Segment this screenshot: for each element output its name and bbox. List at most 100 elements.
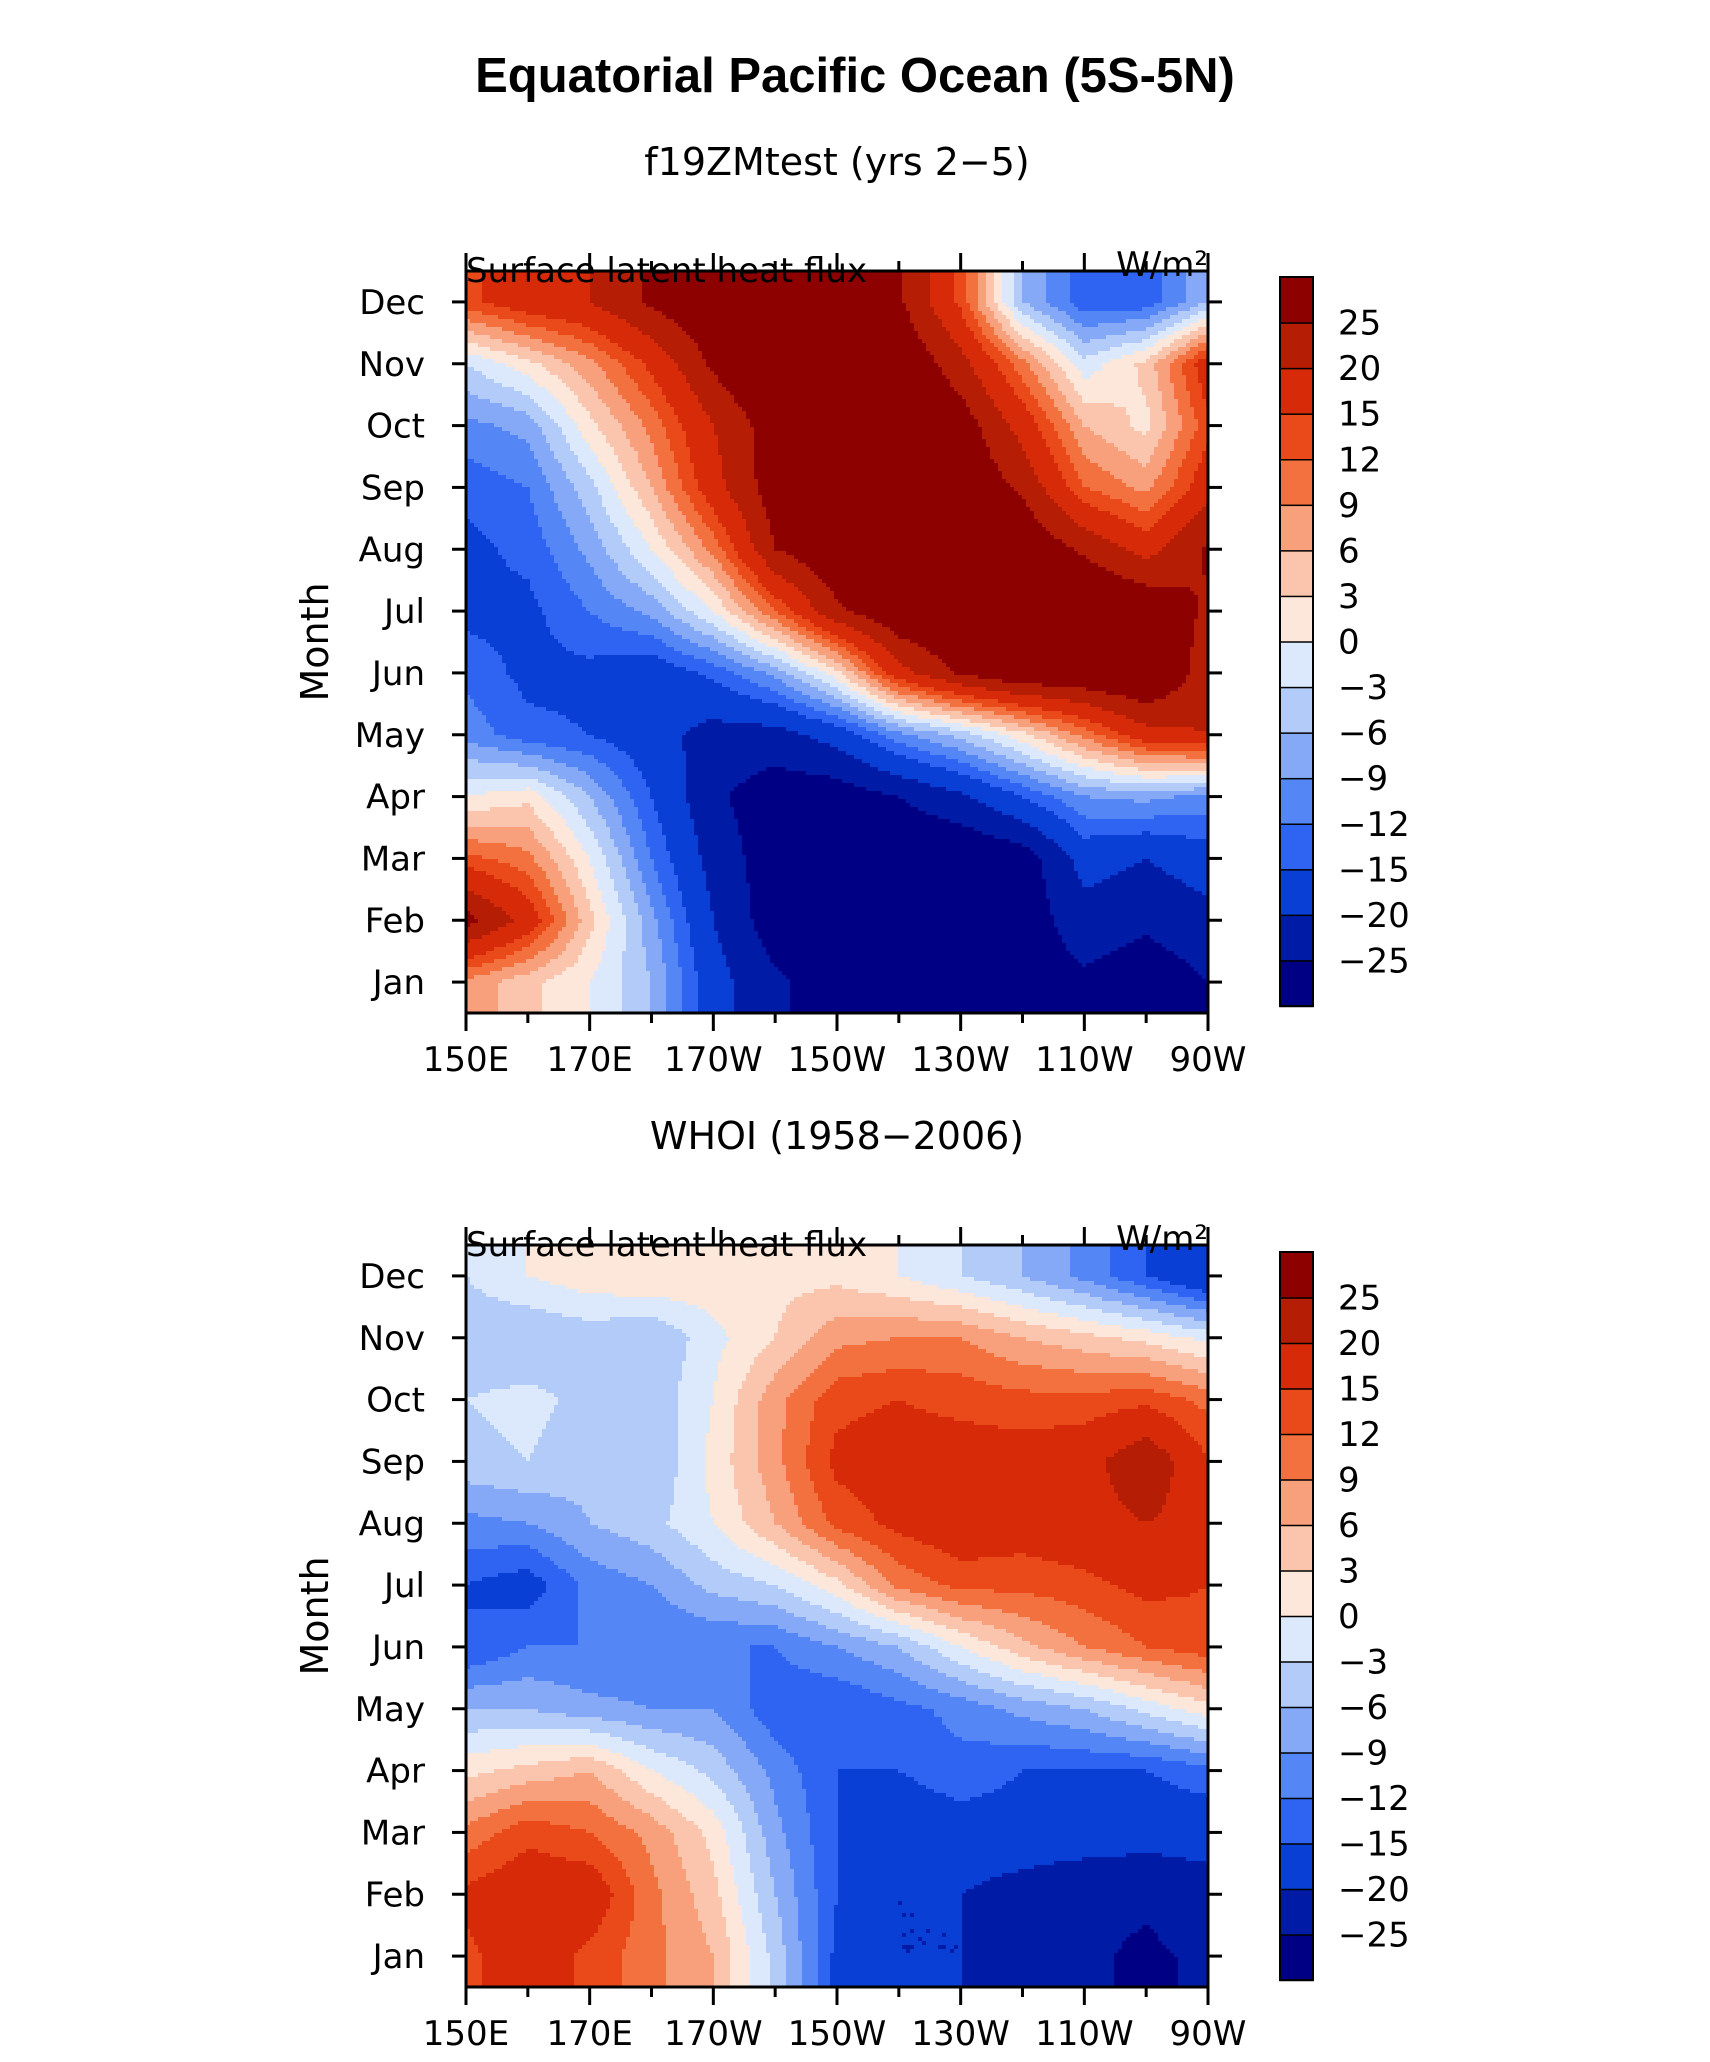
contour-cell xyxy=(474,307,479,312)
contour-cell xyxy=(1070,279,1075,284)
contour-cell xyxy=(478,311,483,316)
contour-cell xyxy=(1082,291,1087,296)
contour-cell xyxy=(1046,319,1051,324)
contour-cell xyxy=(926,319,931,324)
contour-cell xyxy=(942,287,947,292)
contour-cell xyxy=(826,299,831,304)
contour-cell xyxy=(1098,283,1103,288)
contour-cell xyxy=(614,299,619,304)
contour-cell xyxy=(650,319,655,324)
contour-cell xyxy=(934,275,939,280)
contour-cell xyxy=(778,319,783,324)
contour-cell xyxy=(1086,287,1091,292)
contour-cell xyxy=(918,311,923,316)
contour-cell xyxy=(1026,307,1031,312)
contour-cell xyxy=(1094,299,1099,304)
contour-cell xyxy=(998,315,1003,320)
contour-cell xyxy=(982,279,987,284)
contour-cell xyxy=(530,307,535,312)
contour-cell xyxy=(1082,307,1087,312)
contour-cell xyxy=(858,299,863,304)
contour-cell xyxy=(822,307,827,312)
contour-cell xyxy=(1186,299,1191,304)
contour-cell xyxy=(966,287,971,292)
contour-cell xyxy=(706,303,711,308)
contour-cell xyxy=(922,307,927,312)
contour-cell xyxy=(486,307,491,312)
contour-cell xyxy=(794,295,799,300)
contour-cell xyxy=(1178,295,1183,300)
contour-cell xyxy=(1170,319,1175,324)
contour-cell xyxy=(878,279,883,284)
contour-cell xyxy=(602,315,607,320)
contour-cell xyxy=(502,307,507,312)
contour-cell xyxy=(1158,315,1163,320)
contour-cell xyxy=(1062,291,1067,296)
contour-cell xyxy=(1094,279,1099,284)
contour-cell xyxy=(798,299,803,304)
contour-cell xyxy=(842,303,847,308)
contour-cell xyxy=(1114,319,1119,324)
contour-cell xyxy=(1158,295,1163,300)
contour-cell xyxy=(762,311,767,316)
contour-cell xyxy=(1202,311,1207,316)
contour-cell xyxy=(1022,295,1027,300)
contour-cell xyxy=(874,311,879,316)
contour-cell xyxy=(750,303,755,308)
contour-cell xyxy=(942,279,947,284)
contour-cell xyxy=(834,311,839,316)
contour-cell xyxy=(982,315,987,320)
contour-cell xyxy=(1190,319,1195,324)
contour-cell xyxy=(906,303,911,308)
contour-cell xyxy=(698,319,703,324)
contour-cell xyxy=(962,283,967,288)
contour-cell xyxy=(790,319,795,324)
contour-cell xyxy=(938,295,943,300)
contour-cell xyxy=(958,275,963,280)
contour-cell xyxy=(838,303,843,308)
contour-cell xyxy=(1070,319,1075,324)
contour-cell xyxy=(1010,295,1015,300)
contour-cell xyxy=(686,319,691,324)
contour-cell xyxy=(1182,307,1187,312)
contour-cell xyxy=(570,295,575,300)
contour-cell xyxy=(986,315,991,320)
contour-cell xyxy=(930,319,935,324)
contour-cell xyxy=(594,319,599,324)
contour-cell xyxy=(650,291,655,296)
contour-cell xyxy=(758,307,763,312)
contour-cell xyxy=(1078,275,1083,280)
contour-cell xyxy=(1030,279,1035,284)
contour-cell xyxy=(1078,307,1083,312)
contour-cell xyxy=(914,287,919,292)
contour-cell xyxy=(478,291,483,296)
contour-cell xyxy=(1026,311,1031,316)
contour-cell xyxy=(1058,311,1063,316)
contour-cell xyxy=(1142,303,1147,308)
contour-cell xyxy=(710,311,715,316)
contour-cell xyxy=(910,279,915,284)
contour-cell xyxy=(1190,295,1195,300)
contour-cell xyxy=(1086,295,1091,300)
contour-cell xyxy=(606,319,611,324)
contour-cell xyxy=(1010,311,1015,316)
contour-cell xyxy=(498,295,503,300)
contour-cell xyxy=(1178,287,1183,292)
contour-cell xyxy=(870,283,875,288)
contour-cell xyxy=(814,295,819,300)
contour-cell xyxy=(742,303,747,308)
contour-cell xyxy=(1038,303,1043,308)
contour-cell xyxy=(602,307,607,312)
contour-cell xyxy=(1118,319,1123,324)
contour-cell xyxy=(502,315,507,320)
contour-cell xyxy=(622,315,627,320)
contour-cell xyxy=(578,303,583,308)
contour-cell xyxy=(966,307,971,312)
contour-cell xyxy=(1178,299,1183,304)
contour-cell xyxy=(898,279,903,284)
contour-cell xyxy=(1086,279,1091,284)
contour-cell xyxy=(1150,319,1155,324)
contour-cell xyxy=(530,319,535,324)
contour-cell xyxy=(874,319,879,324)
contour-cell xyxy=(750,299,755,304)
